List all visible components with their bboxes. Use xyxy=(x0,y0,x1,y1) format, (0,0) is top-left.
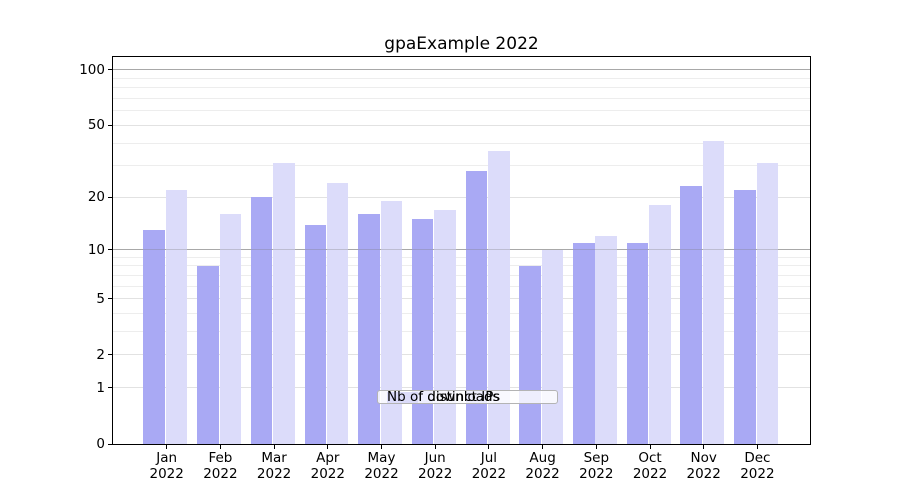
y-tick-label-5: 5 xyxy=(96,290,105,307)
x-tick-mark-apr xyxy=(327,445,329,449)
x-tick-mark-feb xyxy=(219,445,221,449)
gridline-100 xyxy=(113,69,810,71)
minor-gridline-8 xyxy=(113,265,810,267)
y-tick-mark-10 xyxy=(108,249,112,251)
gridline-20 xyxy=(113,196,810,198)
x-tick-label-jan: Jan 2022 xyxy=(149,450,184,482)
x-tick-label-may: May 2022 xyxy=(364,450,399,482)
x-tick-mark-nov xyxy=(703,445,705,449)
x-tick-label-jul: Jul 2022 xyxy=(471,450,507,482)
x-tick-mark-sep xyxy=(595,445,597,449)
bar-dec-downloads xyxy=(756,163,779,444)
minor-gridline-80 xyxy=(113,87,810,89)
bar-jun-downloads xyxy=(434,209,456,444)
x-tick-mark-aug xyxy=(542,445,544,449)
plot-area: Nb of distinct IPs Nb of downloads 0 1 2 5 1… xyxy=(79,56,811,482)
y-tick-mark-100 xyxy=(108,69,112,71)
x-tick-mark-jul xyxy=(488,445,490,449)
minor-gridline-70 xyxy=(113,98,810,100)
legend-label-downloads: Nb of downloads xyxy=(387,389,500,405)
legend: Nb of distinct IPs Nb of downloads xyxy=(377,389,558,405)
x-tick-label-aug: Aug 2022 xyxy=(525,450,560,482)
minor-gridline-60 xyxy=(113,110,810,112)
bar-mar-downloads xyxy=(273,163,295,444)
bar-feb-downloads xyxy=(219,214,242,444)
bar-jul-ips xyxy=(465,171,488,444)
legend-swatch-downloads xyxy=(387,391,418,403)
bar-aug-ips xyxy=(519,265,541,444)
bar-may-ips xyxy=(358,214,380,444)
y-tick-mark-50 xyxy=(108,124,112,126)
x-tick-mark-jun xyxy=(434,445,436,449)
bar-apr-downloads xyxy=(326,183,349,444)
x-tick-mark-dec xyxy=(756,445,758,449)
bar-nov-downloads xyxy=(702,141,725,444)
y-tick-mark-1 xyxy=(108,387,112,389)
minor-gridline-7 xyxy=(113,274,810,276)
x-tick-label-jun: Jun 2022 xyxy=(418,450,453,482)
y-tick-label-10: 10 xyxy=(87,241,105,258)
minor-gridline-90 xyxy=(113,77,810,79)
bar-may-downloads xyxy=(380,201,403,444)
bar-oct-downloads xyxy=(649,205,671,444)
y-tick-mark-5 xyxy=(108,298,112,300)
bar-aug-downloads xyxy=(541,249,564,444)
bar-jul-downloads xyxy=(488,151,510,444)
gridline-50 xyxy=(113,124,810,126)
x-tick-label-nov: Nov 2022 xyxy=(686,450,721,482)
gridline-10 xyxy=(113,249,810,251)
gridline-5 xyxy=(113,298,810,300)
minor-gridline-6 xyxy=(113,285,810,287)
bar-jan-downloads xyxy=(165,189,188,444)
minor-gridline-3 xyxy=(113,331,810,333)
gridline-2 xyxy=(113,354,810,356)
bar-sep-downloads xyxy=(595,236,617,444)
minor-gridline-40 xyxy=(113,142,810,144)
chart-title: gpaExample 2022 xyxy=(384,34,539,54)
bar-sep-ips xyxy=(573,242,595,444)
bar-mar-ips xyxy=(250,197,273,444)
y-tick-mark-0 xyxy=(108,443,112,445)
x-tick-label-oct: Oct 2022 xyxy=(632,450,668,482)
x-tick-label-dec: Dec 2022 xyxy=(740,450,775,482)
y-tick-label-100: 100 xyxy=(79,61,105,78)
x-tick-mark-oct xyxy=(649,445,651,449)
x-tick-label-apr: Apr 2022 xyxy=(310,450,345,482)
minor-gridline-9 xyxy=(113,256,810,258)
x-tick-mark-may xyxy=(381,445,382,449)
x-tick-mark-mar xyxy=(273,445,275,449)
y-tick-label-0: 0 xyxy=(96,436,105,452)
minor-gridline-30 xyxy=(113,165,810,167)
gridline-1 xyxy=(113,387,810,389)
bar-jun-ips xyxy=(411,219,434,444)
y-tick-label-20: 20 xyxy=(87,189,105,206)
bar-dec-ips xyxy=(734,189,756,444)
minor-gridline-4 xyxy=(113,313,810,315)
x-tick-label-feb: Feb 2022 xyxy=(203,450,238,482)
gridline-overlay-100 xyxy=(113,69,810,71)
x-tick-mark-jan xyxy=(166,445,168,449)
y-tick-label-2: 2 xyxy=(96,346,105,363)
y-tick-mark-2 xyxy=(108,354,112,356)
y-tick-mark-20 xyxy=(108,196,112,198)
bar-feb-ips xyxy=(197,265,219,444)
bar-nov-ips xyxy=(680,186,702,444)
bar-oct-ips xyxy=(626,242,649,444)
y-tick-label-1: 1 xyxy=(96,379,105,396)
x-tick-label-sep: Sep 2022 xyxy=(579,450,614,482)
bar-jan-ips xyxy=(143,230,165,444)
x-tick-label-mar: Mar 2022 xyxy=(256,450,292,482)
bar-apr-ips xyxy=(304,224,327,444)
gridline-overlay-10 xyxy=(113,249,810,251)
y-tick-label-50: 50 xyxy=(87,117,105,134)
